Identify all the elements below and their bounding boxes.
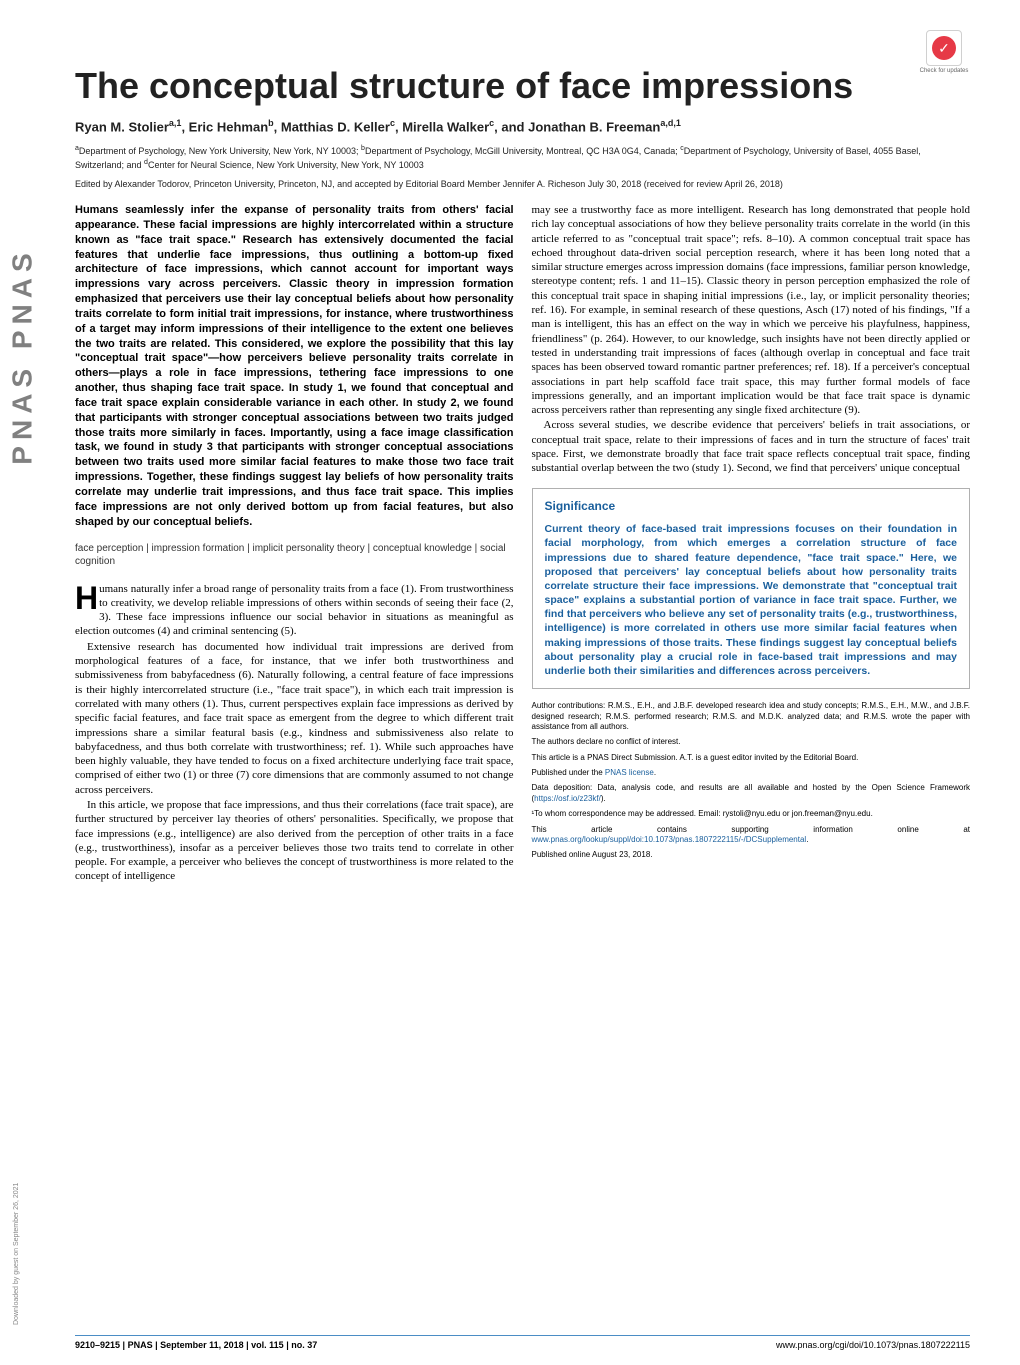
article-title: The conceptual structure of face impress… <box>75 66 970 106</box>
author-list: Ryan M. Stoliera,1, Eric Hehmanb, Matthi… <box>75 118 970 134</box>
body-left-p3: In this article, we propose that face im… <box>75 798 514 884</box>
editor-note: Edited by Alexander Todorov, Princeton U… <box>75 179 970 191</box>
pnas-logo-text: PNAS PNAS <box>7 247 39 464</box>
abstract: Humans seamlessly infer the expanse of p… <box>75 203 514 530</box>
right-column: may see a trustworthy face as more intel… <box>532 203 971 885</box>
si-pre: This article contains supporting informa… <box>532 825 971 834</box>
page-footer: 9210–9215 | PNAS | September 11, 2018 | … <box>75 1335 970 1350</box>
check-updates-icon: ✓ <box>926 30 962 66</box>
significance-title: Significance <box>545 499 958 515</box>
significance-box: Significance Current theory of face-base… <box>532 488 971 689</box>
left-column: Humans seamlessly infer the expanse of p… <box>75 203 514 885</box>
license-pre: Published under the <box>532 768 605 777</box>
body-left: Humans naturally infer a broad range of … <box>75 582 514 884</box>
correspondence: ¹To whom correspondence may be addressed… <box>532 809 971 819</box>
download-note: Downloaded by guest on September 26, 202… <box>13 1183 20 1325</box>
pnas-logo: PNAS PNAS <box>8 140 38 620</box>
keywords: face perception | impression formation |… <box>75 542 514 568</box>
supporting-info: This article contains supporting informa… <box>532 825 971 846</box>
submission-note: This article is a PNAS Direct Submission… <box>532 753 971 763</box>
body-left-p1: umans naturally infer a broad range of p… <box>75 583 514 638</box>
license-post: . <box>654 768 656 777</box>
drop-cap: H <box>75 584 98 613</box>
article-content: ✓ Check for updates The conceptual struc… <box>0 0 1020 905</box>
footer-right: www.pnas.org/cgi/doi/10.1073/pnas.180722… <box>776 1340 970 1350</box>
conflict-statement: The authors declare no conflict of inter… <box>532 737 971 747</box>
data-post: ). <box>601 794 606 803</box>
footer-left: 9210–9215 | PNAS | September 11, 2018 | … <box>75 1340 317 1350</box>
significance-body: Current theory of face-based trait impre… <box>545 522 958 678</box>
si-link[interactable]: www.pnas.org/lookup/suppl/doi:10.1073/pn… <box>532 835 807 844</box>
osf-link[interactable]: https://osf.io/z23kf/ <box>534 794 601 803</box>
check-updates-label: Check for updates <box>920 68 969 74</box>
body-right-p1: may see a trustworthy face as more intel… <box>532 203 971 417</box>
pnas-license-link[interactable]: PNAS license <box>605 768 654 777</box>
data-deposition: Data deposition: Data, analysis code, an… <box>532 783 971 804</box>
body-right-p2: Across several studies, we describe evid… <box>532 418 971 475</box>
license-note: Published under the PNAS license. <box>532 768 971 778</box>
check-for-updates-badge[interactable]: ✓ Check for updates <box>918 30 970 82</box>
body-left-p2: Extensive research has documented how in… <box>75 640 514 797</box>
published-online: Published online August 23, 2018. <box>532 850 971 860</box>
affiliations: aDepartment of Psychology, New York Univ… <box>75 144 970 171</box>
author-contributions: Author contributions: R.M.S., E.H., and … <box>532 701 971 732</box>
two-column-layout: Humans seamlessly infer the expanse of p… <box>75 203 970 885</box>
body-right: may see a trustworthy face as more intel… <box>532 203 971 476</box>
si-post: . <box>806 835 808 844</box>
crossmark-icon: ✓ <box>932 36 956 60</box>
